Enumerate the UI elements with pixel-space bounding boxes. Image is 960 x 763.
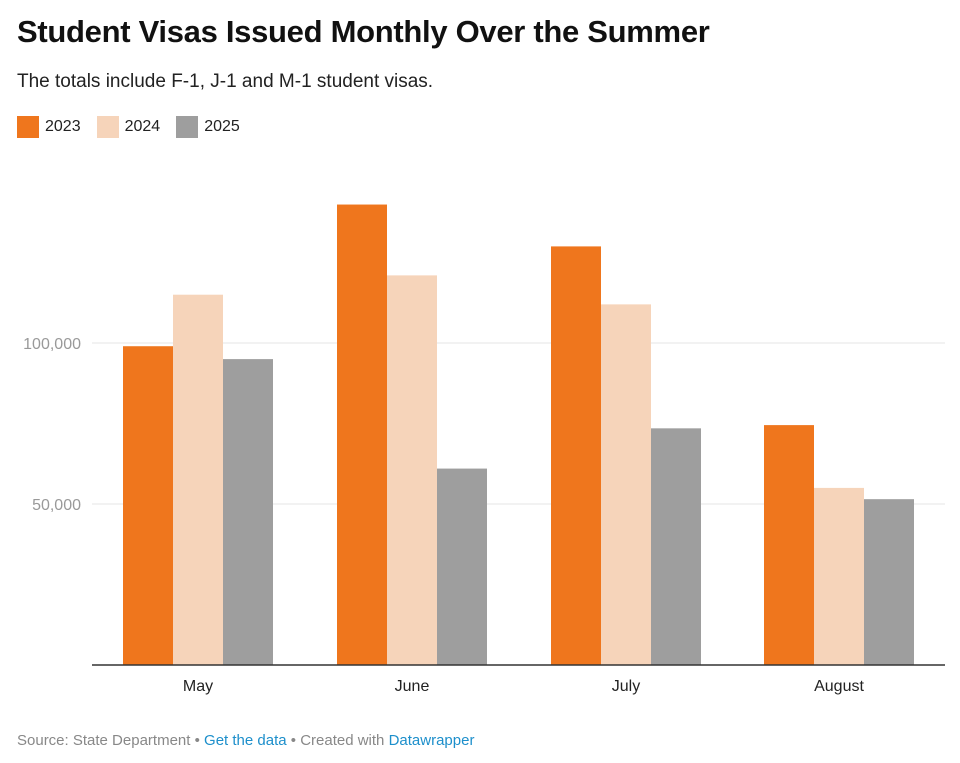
x-tick-label: August [814, 678, 864, 695]
bar [223, 359, 273, 665]
bar [814, 487, 864, 665]
footer-separator: • [190, 732, 205, 749]
footer-separator: • [286, 732, 301, 749]
legend-item-2023: 2023 [17, 116, 81, 138]
legend-item-2025: 2025 [176, 116, 240, 138]
y-tick-label: 50,000 [32, 497, 81, 514]
datawrapper-link[interactable]: Datawrapper [388, 732, 475, 749]
footer: Source: State Department • Get the data … [17, 732, 474, 749]
x-tick-label: May [183, 678, 213, 695]
legend-label-2025: 2025 [204, 118, 240, 135]
legend-swatch-2025 [176, 116, 199, 138]
bar [437, 468, 487, 665]
footer-source: Source: State Department [17, 732, 191, 749]
footer-created-with: Created with [300, 732, 385, 749]
legend-label-2024: 2024 [124, 118, 161, 135]
bar [123, 346, 173, 665]
bar-chart: 50,000 100,000 May June July August [23, 204, 945, 695]
bar [764, 425, 814, 665]
bar [651, 428, 701, 665]
bar [387, 275, 437, 665]
bar [551, 246, 601, 665]
bar [864, 499, 914, 665]
y-tick-label: 100,000 [23, 336, 81, 353]
bar [601, 304, 651, 665]
legend-item-2024: 2024 [96, 116, 161, 138]
bar [173, 294, 223, 665]
legend-swatch-2024 [96, 116, 119, 138]
x-tick-label: July [612, 678, 640, 695]
legend: 2023 2024 2025 [17, 116, 256, 138]
chart-subtitle: The totals include F-1, J-1 and M-1 stud… [17, 71, 434, 92]
chart-title: Student Visas Issued Monthly Over the Su… [17, 14, 710, 49]
legend-label-2023: 2023 [45, 118, 81, 135]
x-tick-label: June [395, 678, 430, 695]
get-the-data-link[interactable]: Get the data [204, 732, 287, 749]
bar [337, 204, 387, 666]
legend-swatch-2023 [17, 116, 39, 138]
